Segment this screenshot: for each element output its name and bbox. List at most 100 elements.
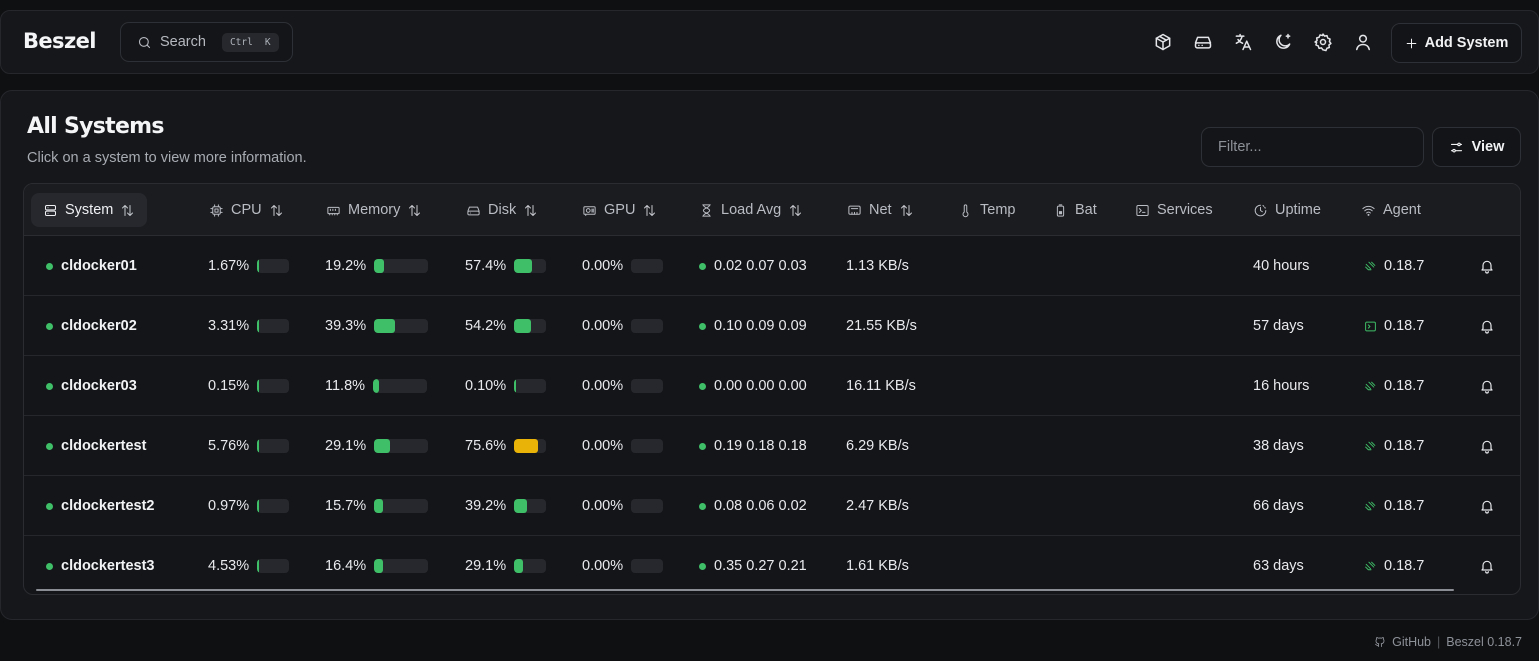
table-row[interactable]: cldocker03 0.15% 11.8% 0.10% 0.00% 0.00 0.00 … — [24, 356, 1520, 416]
app-logo[interactable]: Beszel — [23, 29, 96, 53]
footer: GitHub | Beszel 0.18.7 — [1374, 635, 1522, 649]
system-cell[interactable]: cldockertest — [46, 416, 146, 476]
uptime-value: 16 hours — [1253, 378, 1310, 394]
gpu-meter — [631, 439, 664, 453]
column-system[interactable]: System — [31, 193, 148, 227]
memory-cell: 39.3% — [325, 296, 429, 356]
net-value: 6.29 KB/s — [846, 438, 909, 454]
column-bat[interactable]: Bat — [1053, 184, 1097, 236]
disk-cell: 57.4% — [465, 236, 547, 296]
gpu-icon — [583, 205, 596, 216]
load-value: 0.35 0.27 0.21 — [714, 558, 807, 574]
alerts-cell[interactable] — [1479, 296, 1495, 356]
disk-meter-fill — [514, 259, 533, 273]
gpu-meter — [631, 319, 664, 333]
system-cell[interactable]: cldocker01 — [46, 236, 137, 296]
disk-cell: 54.2% — [465, 296, 547, 356]
uptime-value: 38 days — [1253, 438, 1304, 454]
settings-icon[interactable] — [1313, 32, 1333, 52]
systems-table: System CPU Memory Disk GPU Load Avg — [23, 183, 1521, 595]
gpu-value: 0.00% — [582, 498, 624, 514]
bell-icon — [1481, 380, 1493, 394]
language-icon[interactable] — [1233, 32, 1253, 52]
alerts-cell[interactable] — [1479, 536, 1495, 594]
disk-value: 75.6% — [465, 438, 507, 454]
search-button[interactable]: Search Ctrl K — [120, 22, 293, 62]
sort-icon[interactable] — [788, 203, 803, 218]
websocket-icon — [1365, 441, 1376, 450]
net-cell: 16.11 KB/s — [846, 356, 916, 416]
column-net[interactable]: Net — [847, 184, 914, 236]
load-status-dot — [699, 562, 706, 570]
cpu-cell: 0.15% — [208, 356, 290, 416]
system-cell[interactable]: cldocker02 — [46, 296, 137, 356]
column-label: CPU — [231, 202, 262, 218]
table-row[interactable]: cldocker01 1.67% 19.2% 57.4% 0.00% 0.02 0.07 … — [24, 236, 1520, 296]
view-button[interactable]: View — [1432, 127, 1521, 167]
hourglass-icon — [702, 203, 711, 217]
sort-icon[interactable] — [269, 203, 284, 218]
column-uptime[interactable]: Uptime — [1253, 184, 1321, 236]
system-cell[interactable]: cldocker03 — [46, 356, 137, 416]
column-gpu[interactable]: GPU — [582, 184, 657, 236]
system-name[interactable]: cldocker02 — [61, 318, 137, 334]
memory-value: 15.7% — [325, 498, 367, 514]
sort-icon[interactable] — [642, 203, 657, 218]
system-cell[interactable]: cldockertest3 — [46, 536, 155, 594]
horizontal-scrollbar[interactable] — [36, 589, 1454, 591]
column-temp[interactable]: Temp — [958, 184, 1015, 236]
alerts-cell[interactable] — [1479, 416, 1495, 476]
sort-icon[interactable] — [899, 203, 914, 218]
memory-cell: 16.4% — [325, 536, 429, 594]
column-label: GPU — [604, 202, 636, 218]
table-row[interactable]: cldockertest2 0.97% 15.7% 39.2% 0.00% 0.08 0.… — [24, 476, 1520, 536]
footer-separator: | — [1437, 635, 1441, 649]
table-row[interactable]: cldockertest3 4.53% 16.4% 29.1% 0.00% 0.35 0.… — [24, 536, 1520, 594]
system-name[interactable]: cldocker01 — [61, 258, 137, 274]
net-value: 1.61 KB/s — [846, 558, 909, 574]
system-name[interactable]: cldocker03 — [61, 378, 137, 394]
gpu-meter — [631, 559, 664, 573]
search-label: Search — [160, 34, 206, 50]
drive-icon[interactable] — [1193, 32, 1213, 52]
bell-icon — [1481, 260, 1493, 274]
plus-icon — [1406, 38, 1416, 48]
bell-icon — [1481, 440, 1493, 454]
column-load-avg[interactable]: Load Avg — [699, 184, 803, 236]
disk-value: 39.2% — [465, 498, 507, 514]
gpu-value: 0.00% — [582, 258, 624, 274]
alerts-cell[interactable] — [1479, 356, 1495, 416]
system-name[interactable]: cldockertest — [61, 438, 147, 454]
bell-icon — [1481, 500, 1493, 514]
load-status-dot — [699, 382, 706, 390]
column-agent[interactable]: Agent — [1361, 184, 1421, 236]
uptime-value: 40 hours — [1253, 258, 1310, 274]
system-cell[interactable]: cldockertest2 — [46, 476, 155, 536]
memory-value: 29.1% — [325, 438, 367, 454]
alerts-cell[interactable] — [1479, 476, 1495, 536]
uptime-cell: 63 days — [1253, 536, 1304, 594]
sort-icon[interactable] — [523, 203, 538, 218]
table-row[interactable]: cldockertest 5.76% 29.1% 75.6% 0.00% 0.19 0.1… — [24, 416, 1520, 476]
theme-toggle-icon[interactable] — [1273, 32, 1293, 52]
system-name[interactable]: cldockertest3 — [61, 558, 155, 574]
table-row[interactable]: cldocker02 3.31% 39.3% 54.2% 0.00% 0.10 0.09 … — [24, 296, 1520, 356]
sort-icon[interactable] — [120, 203, 135, 218]
gpu-cell: 0.00% — [582, 416, 664, 476]
column-memory[interactable]: Memory — [326, 184, 422, 236]
websocket-icon — [1365, 381, 1376, 390]
github-link[interactable]: GitHub — [1392, 635, 1431, 649]
column-cpu[interactable]: CPU — [209, 184, 284, 236]
gpu-cell: 0.00% — [582, 296, 664, 356]
column-disk[interactable]: Disk — [466, 184, 538, 236]
column-services[interactable]: Services — [1135, 184, 1213, 236]
sort-icon[interactable] — [407, 203, 422, 218]
column-label: Memory — [348, 202, 401, 218]
containers-icon[interactable] — [1153, 32, 1173, 52]
filter-input[interactable] — [1201, 127, 1424, 167]
user-icon[interactable] — [1353, 32, 1373, 52]
add-system-button[interactable]: Add System — [1391, 23, 1522, 63]
alerts-cell[interactable] — [1479, 236, 1495, 296]
cpu-cell: 3.31% — [208, 296, 290, 356]
system-name[interactable]: cldockertest2 — [61, 498, 155, 514]
